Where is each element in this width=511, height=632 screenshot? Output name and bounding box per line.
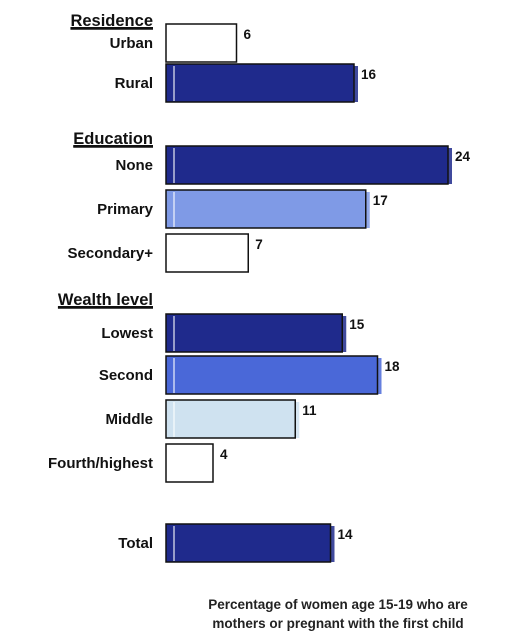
bar [165, 23, 238, 63]
x-axis-label-line-1: Percentage of women age 15-19 who are [208, 597, 468, 612]
data-label: 6 [244, 27, 252, 42]
data-label: 14 [338, 527, 354, 542]
bar [165, 189, 367, 229]
data-label: 18 [385, 359, 401, 374]
x-axis-label-line-2: mothers or pregnant with the first child [212, 616, 463, 631]
category-label: None [116, 157, 154, 174]
category-label: Secondary+ [68, 245, 154, 262]
category-label: Fourth/highest [48, 455, 153, 472]
category-label: Lowest [101, 325, 153, 342]
bar [165, 145, 449, 185]
bar [165, 313, 343, 353]
group-header-1: Education [73, 130, 153, 148]
category-label: Second [99, 367, 153, 384]
bar [165, 233, 249, 273]
bar [165, 443, 214, 483]
category-label: Primary [97, 201, 154, 218]
category-label: Rural [115, 75, 153, 92]
data-label: 15 [349, 317, 365, 332]
group-header-2: Wealth level [58, 291, 153, 309]
category-label: Middle [106, 411, 154, 428]
data-label: 7 [255, 237, 263, 252]
data-label: 4 [220, 447, 228, 462]
category-label: Urban [110, 35, 153, 52]
bar [165, 355, 379, 395]
data-label: 16 [361, 67, 377, 82]
group-header-0: Residence [70, 12, 153, 30]
data-label: 11 [302, 403, 317, 418]
bars-layer: Residence Urban 6 Rural 16 Education None 24 Pri… [48, 12, 471, 563]
bar [165, 523, 332, 563]
category-label: Total [118, 535, 153, 552]
data-label: 17 [373, 193, 388, 208]
bar [165, 63, 355, 103]
data-label: 24 [455, 149, 471, 164]
bar [165, 399, 296, 439]
